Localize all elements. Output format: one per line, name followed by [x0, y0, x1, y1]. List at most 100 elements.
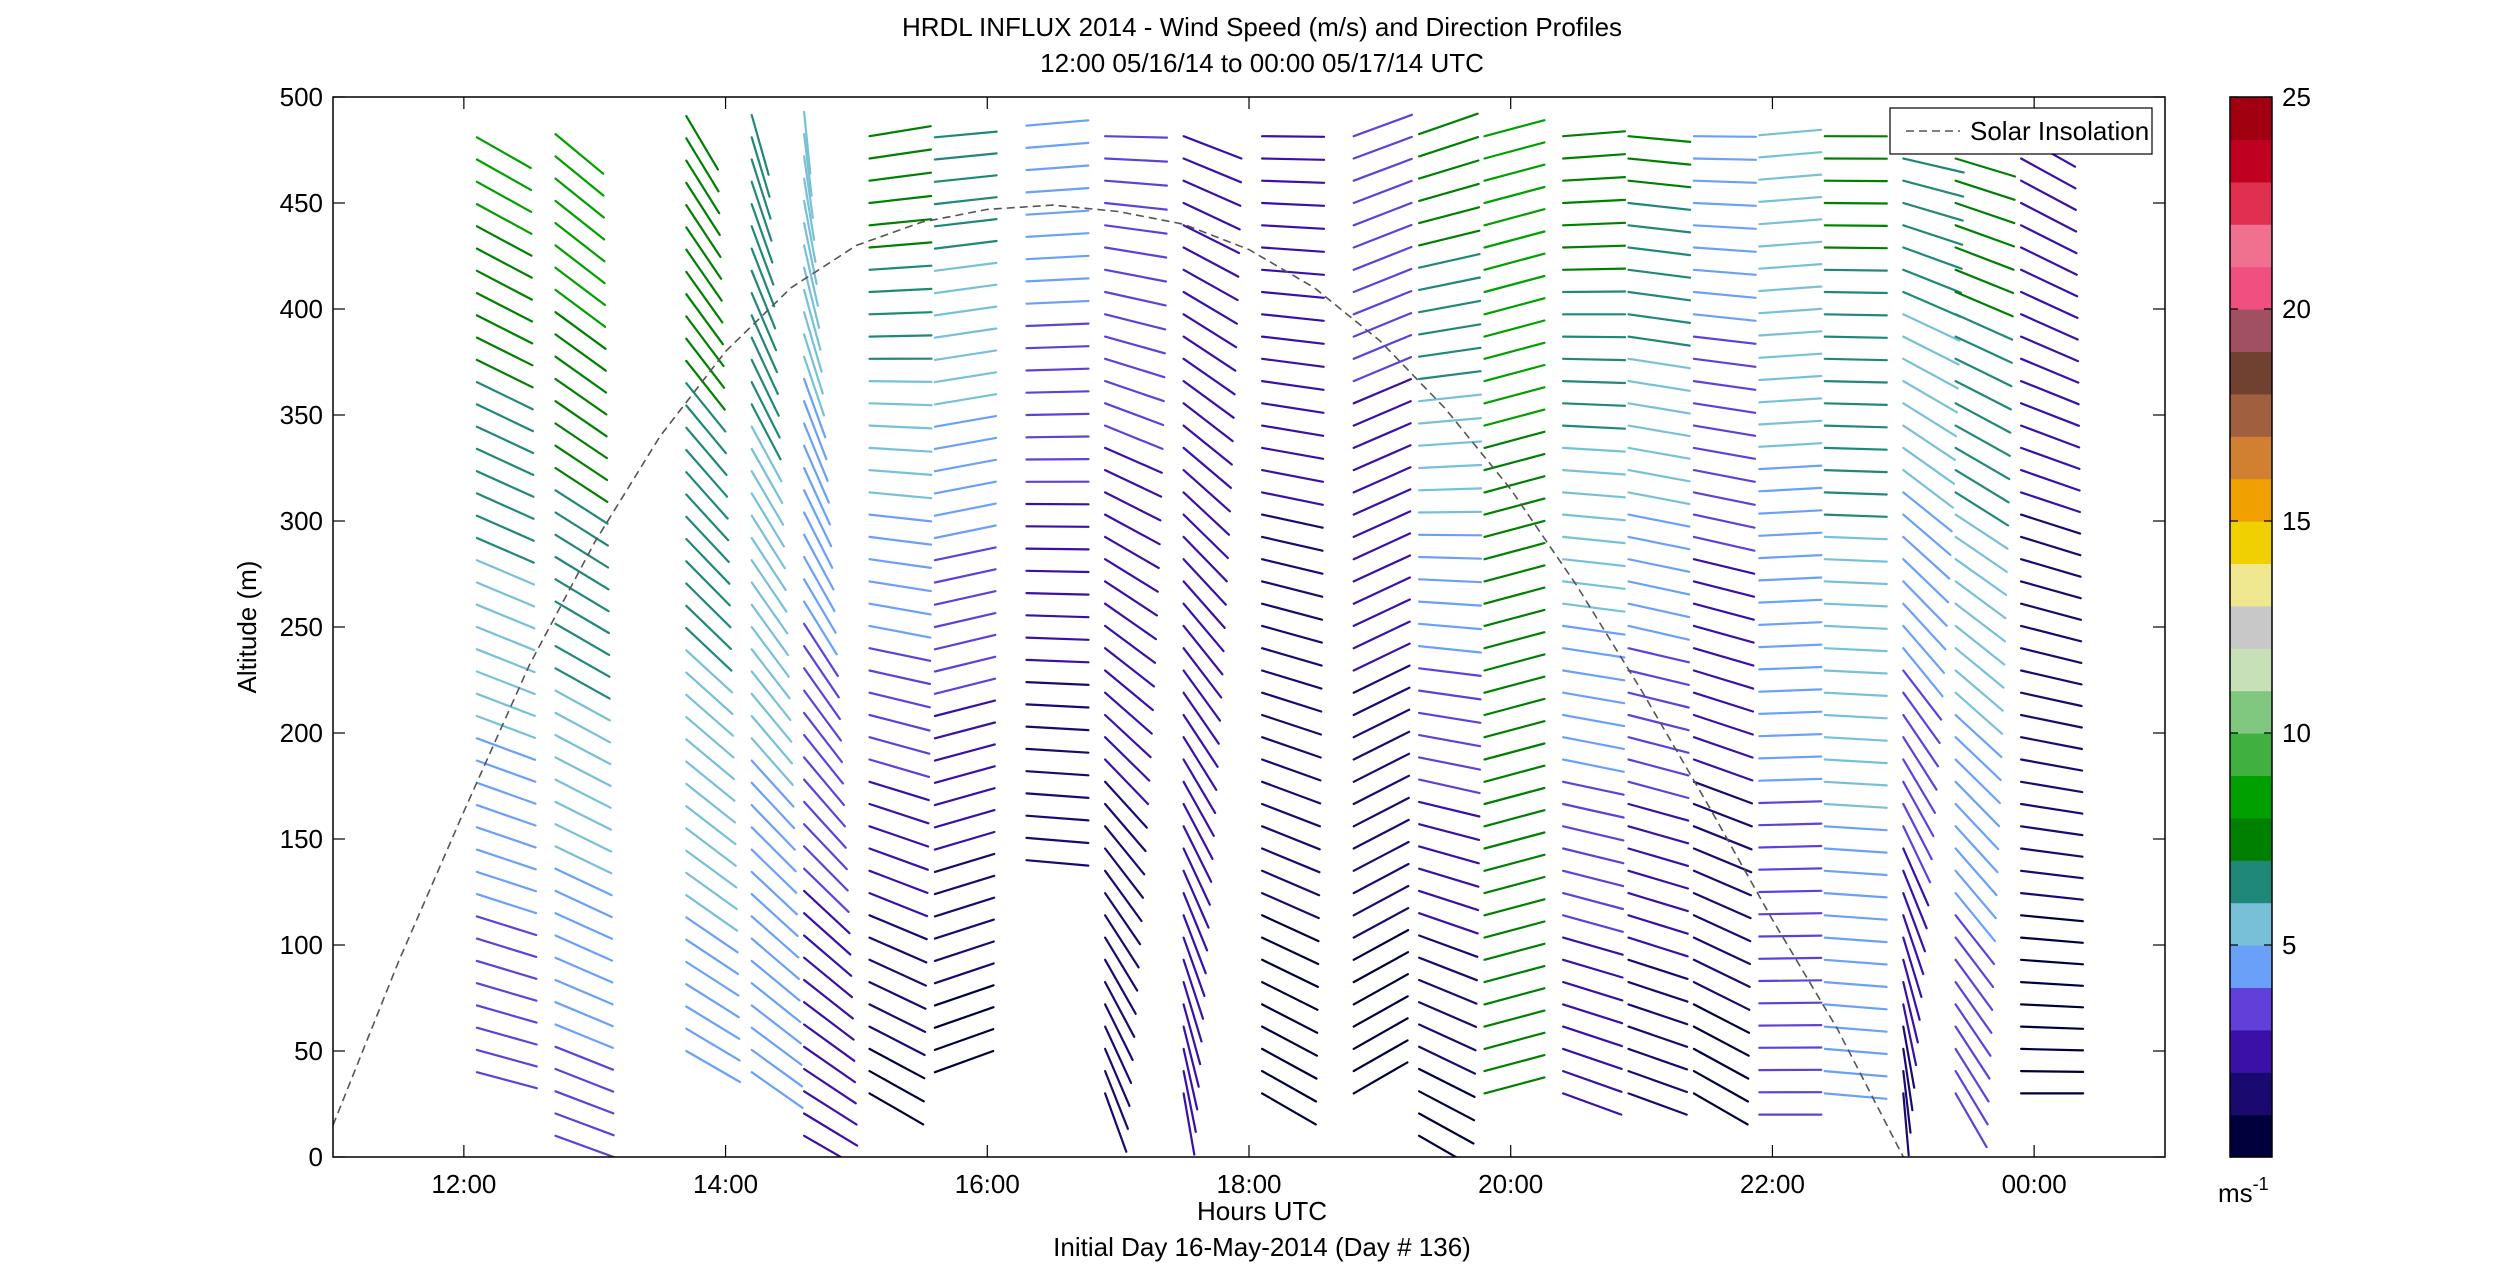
wind-barb [2019, 424, 2081, 449]
wind-barb [1823, 736, 1888, 742]
wind-barb [1758, 576, 1823, 582]
colorbar-segment [2230, 605, 2272, 649]
wind-barb [554, 355, 608, 394]
wind-barb [1902, 624, 1946, 674]
wind-barb [1758, 330, 1823, 337]
wind-barb [1182, 135, 1243, 160]
wind-barb [1352, 532, 1412, 561]
wind-barb [1352, 290, 1413, 316]
wind-barb [1352, 928, 1410, 961]
wind-barb [1103, 491, 1162, 522]
wind-barb [1417, 1112, 1475, 1145]
wind-barb [868, 825, 930, 848]
wind-barb [685, 248, 723, 302]
wind-barb [1025, 747, 1090, 754]
wind-barb [1417, 463, 1483, 470]
wind-barb [1954, 469, 2010, 504]
wind-barb [1692, 491, 1756, 506]
wind-barb [1561, 647, 1626, 659]
wind-barb [1902, 602, 1947, 651]
wind-barb [2019, 268, 2079, 298]
wind-barb [1483, 453, 1546, 472]
wind-barb [802, 1134, 844, 1157]
wind-barb [685, 337, 726, 389]
colorbar-tick-label: 10 [2282, 718, 2311, 748]
wind-barb [1823, 491, 1888, 496]
wind-barb [1627, 1047, 1689, 1071]
wind-barb [475, 492, 535, 520]
wind-barb [1692, 135, 1758, 138]
wind-barb [1483, 586, 1546, 605]
wind-barb [2019, 513, 2082, 535]
wind-barb [1417, 689, 1482, 701]
wind-barb [1627, 869, 1690, 890]
wind-barb [1260, 179, 1326, 184]
wind-barb [1823, 713, 1888, 720]
wind-barb [1417, 440, 1483, 447]
wind-barb [1103, 869, 1143, 923]
wind-barb [802, 711, 844, 764]
wind-barb [1823, 869, 1888, 877]
wind-barb [1692, 958, 1751, 989]
wind-barb [933, 1027, 995, 1052]
wind-barb [554, 578, 610, 613]
wind-barb [933, 174, 998, 183]
wind-barb [685, 226, 723, 280]
wind-barb [1954, 758, 2001, 805]
wind-barb [1627, 669, 1690, 687]
wind-barb [1025, 814, 1090, 822]
colorbar-segment [2230, 393, 2272, 437]
wind-barb [1902, 268, 1963, 294]
wind-barb [1758, 956, 1823, 960]
wind-barb [750, 915, 800, 959]
wind-barb [1417, 206, 1481, 225]
wind-barb [685, 782, 737, 824]
colorbar-segment [2230, 987, 2272, 1031]
wind-barb [554, 1023, 615, 1050]
wind-barb [1692, 936, 1752, 966]
colorbar-segment [2230, 945, 2272, 988]
wind-barb [1627, 224, 1692, 234]
colorbar-segment [2230, 351, 2272, 395]
wind-barb [1483, 341, 1546, 360]
wind-barb [1103, 446, 1163, 474]
wind-barb [1823, 201, 1888, 205]
wind-barb [1902, 736, 1938, 791]
wind-barb [1627, 914, 1689, 935]
wind-barb [1758, 598, 1823, 604]
wind-barb [933, 371, 998, 384]
wind-barb [750, 870, 799, 916]
wind-barb [1025, 367, 1090, 372]
wind-barb [868, 980, 927, 1010]
wind-barb [802, 444, 830, 504]
wind-barb [802, 978, 854, 1020]
wind-barb [1260, 224, 1326, 230]
wind-barb [1182, 224, 1241, 255]
wind-barb [1352, 422, 1412, 449]
wind-barb [750, 826, 797, 873]
wind-barb [1260, 201, 1326, 207]
wind-barb [1627, 246, 1692, 257]
wind-barb [802, 689, 843, 742]
wind-barb [1483, 720, 1546, 739]
wind-barb [868, 334, 933, 338]
wind-barb [554, 1067, 615, 1093]
wind-barb [1902, 246, 1963, 270]
wind-barb [1954, 780, 2001, 828]
wind-barb [1417, 323, 1482, 336]
wind-barb [750, 892, 799, 938]
wind-barb [1954, 802, 2000, 851]
wind-barb [685, 983, 740, 1019]
wind-barb [1103, 535, 1160, 570]
wind-barb [1902, 290, 1962, 318]
wind-barb [1260, 780, 1322, 805]
wind-barb [1561, 290, 1627, 294]
wind-barb [475, 225, 533, 257]
wind-barb [802, 1045, 857, 1084]
wind-barb [1182, 1047, 1199, 1111]
wind-barb [1352, 840, 1410, 872]
wind-barb [1417, 112, 1479, 136]
wind-barb [1823, 847, 1888, 854]
colorbar-segment [2230, 902, 2272, 946]
wind-barb [2019, 936, 2084, 944]
